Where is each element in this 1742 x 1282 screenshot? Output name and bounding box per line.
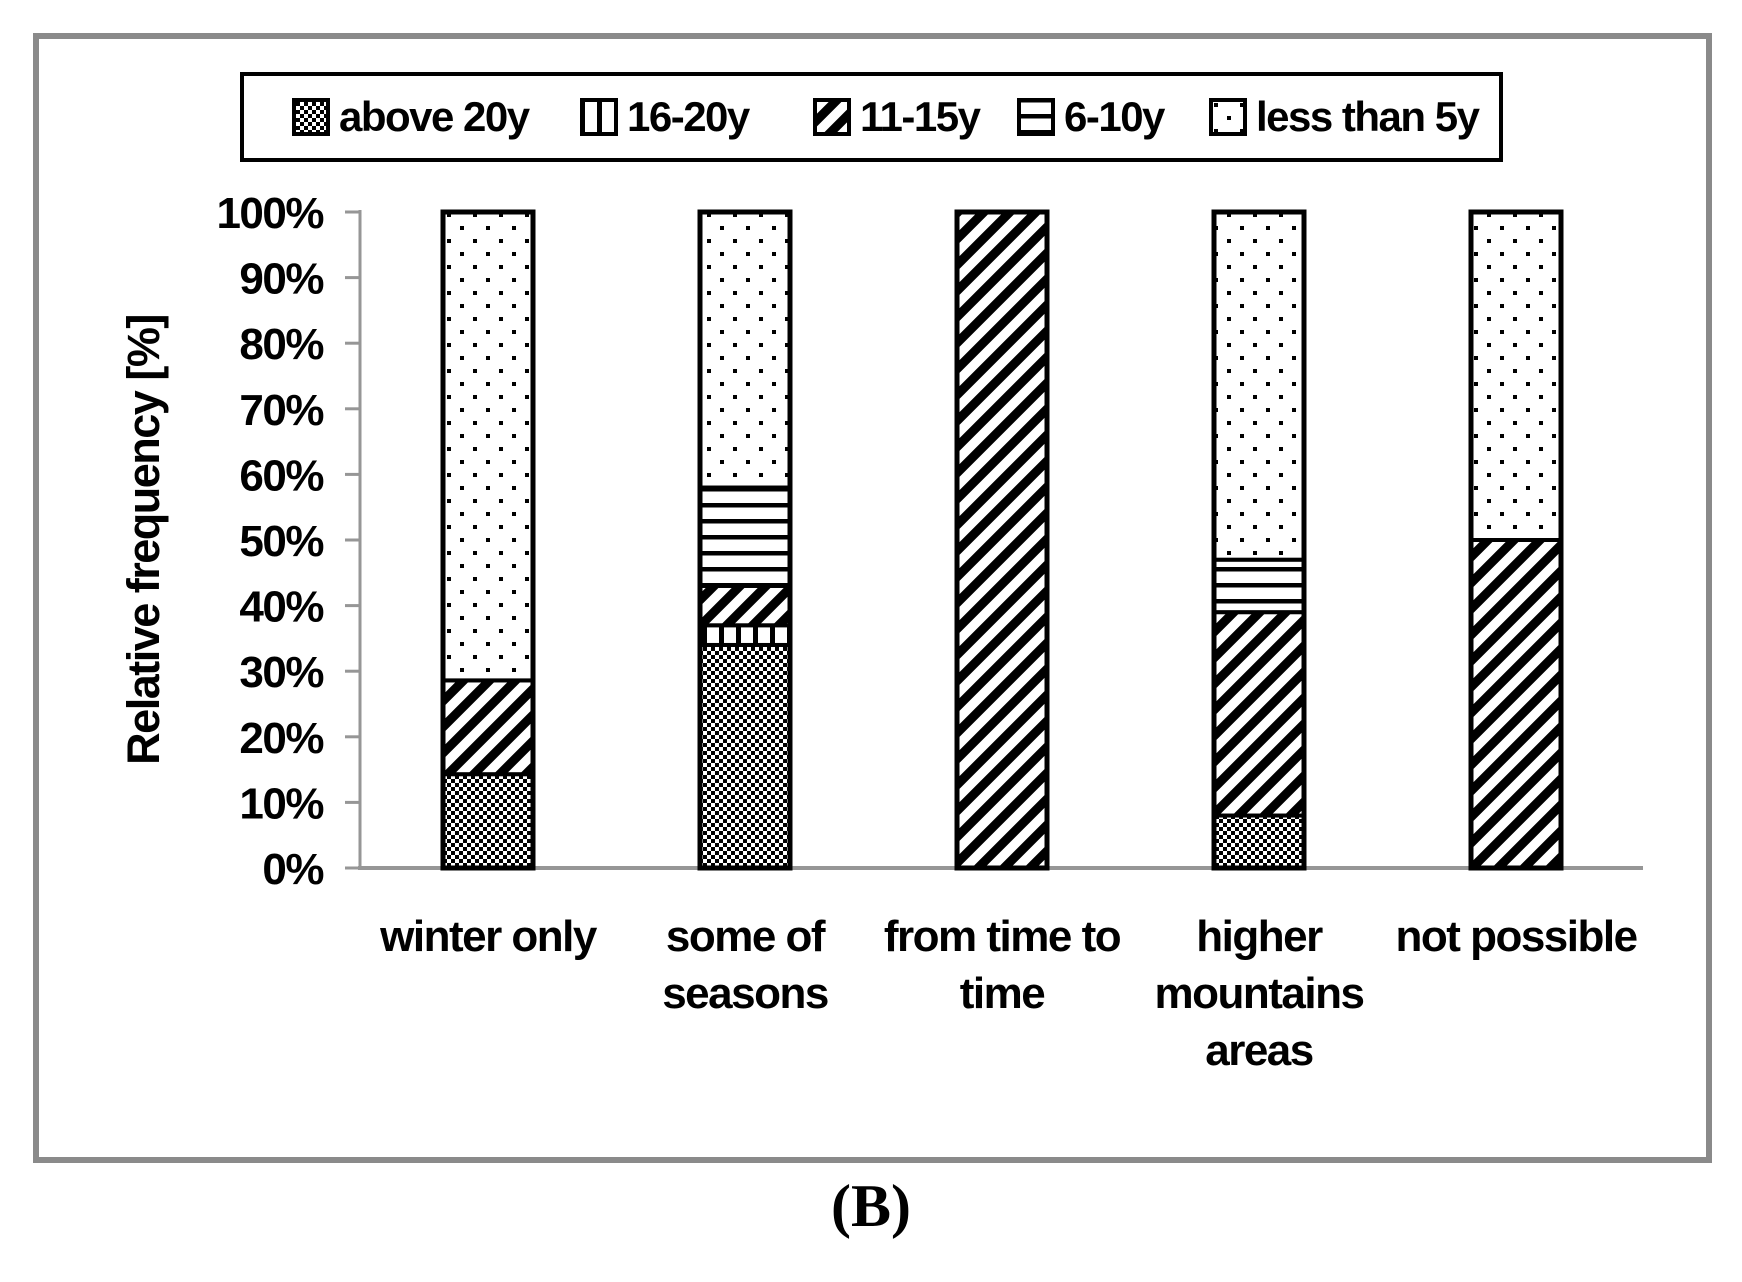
legend-item: 6-10y (1017, 76, 1165, 158)
y-axis-title: Relative frequency [%] (118, 315, 169, 765)
x-category-label: seasons (662, 969, 828, 1018)
bar-segment-diagonal-stripes (441, 678, 535, 777)
bar-segment-diagonal-stripes (1469, 538, 1563, 870)
bar-outline (954, 209, 1050, 871)
legend-swatch-dense-checker (292, 98, 330, 136)
x-category-label: from time to (884, 912, 1121, 961)
legend-label: 6-10y (1064, 93, 1165, 140)
y-tick-label: 40% (239, 583, 323, 632)
legend-swatch-diagonal-stripes (813, 98, 851, 136)
legend-item: 16-20y (580, 76, 750, 158)
bar-segment-horizontal-lines (1212, 557, 1306, 615)
legend-item: above 20y (292, 76, 530, 158)
y-tick-label: 60% (239, 451, 323, 500)
legend-label: less than 5y (1256, 93, 1480, 140)
stacked-bar-chart: 0% 10% 20% 30% 40% 50% 60% 70% 80% 90% 100% Relativ… (118, 189, 1643, 1075)
bar-segment-dense-checker (698, 642, 792, 871)
bar-segment-diagonal-stripes (955, 210, 1049, 870)
legend-item: 11-15y (813, 76, 981, 158)
x-category-label: higher (1196, 912, 1323, 961)
x-category-label: time (960, 969, 1045, 1018)
bar-segment-sparse-dots (1469, 210, 1563, 542)
figure-frame: above 20y 16-20y 11-15y 6-10y less than 5y 0… (33, 33, 1712, 1163)
x-category-label: not possible (1395, 912, 1636, 961)
bar-outline (697, 209, 793, 871)
legend-swatch-sparse-dots (1209, 98, 1247, 136)
y-tick-label: 20% (239, 714, 323, 763)
bar-segment-dense-checker (441, 772, 535, 871)
x-category-label: winter only (379, 912, 598, 961)
y-tick-label: 100% (216, 189, 323, 238)
legend-label: 11-15y (860, 93, 981, 140)
y-tick-label: 50% (239, 517, 323, 566)
y-tick-label: 90% (239, 255, 323, 304)
x-category-label: areas (1205, 1026, 1313, 1075)
bar-segment-sparse-dots (698, 210, 792, 490)
figure-caption: (B) (831, 1173, 911, 1239)
y-tick-label: 70% (239, 386, 323, 435)
bar-segment-diagonal-stripes (698, 583, 792, 628)
chart-legend: above 20y 16-20y 11-15y 6-10y less than 5y (240, 72, 1503, 162)
bar-segment-vertical-lines (698, 623, 792, 647)
bar-outline (1211, 209, 1307, 871)
bar-segment-sparse-dots (1212, 210, 1306, 562)
legend-label: above 20y (339, 93, 530, 140)
bar-segment-diagonal-stripes (1212, 610, 1306, 818)
y-tick-label: 10% (239, 779, 323, 828)
bar-segment-dense-checker (1212, 813, 1306, 871)
bar-segment-horizontal-lines (698, 485, 792, 588)
legend-label: 16-20y (627, 93, 750, 140)
legend-item: less than 5y (1209, 76, 1480, 158)
bar-outline (1468, 209, 1564, 871)
x-category-label: mountains (1155, 969, 1364, 1018)
y-tick-label: 30% (239, 648, 323, 697)
bar-segment-sparse-dots (441, 210, 535, 683)
x-category-label: some of (666, 912, 826, 961)
y-tick-label: 0% (262, 845, 323, 894)
bar-outline (440, 209, 536, 871)
legend-swatch-vertical-lines (580, 98, 618, 136)
legend-swatch-horizontal-lines (1017, 98, 1055, 136)
y-tick-label: 80% (239, 320, 323, 369)
